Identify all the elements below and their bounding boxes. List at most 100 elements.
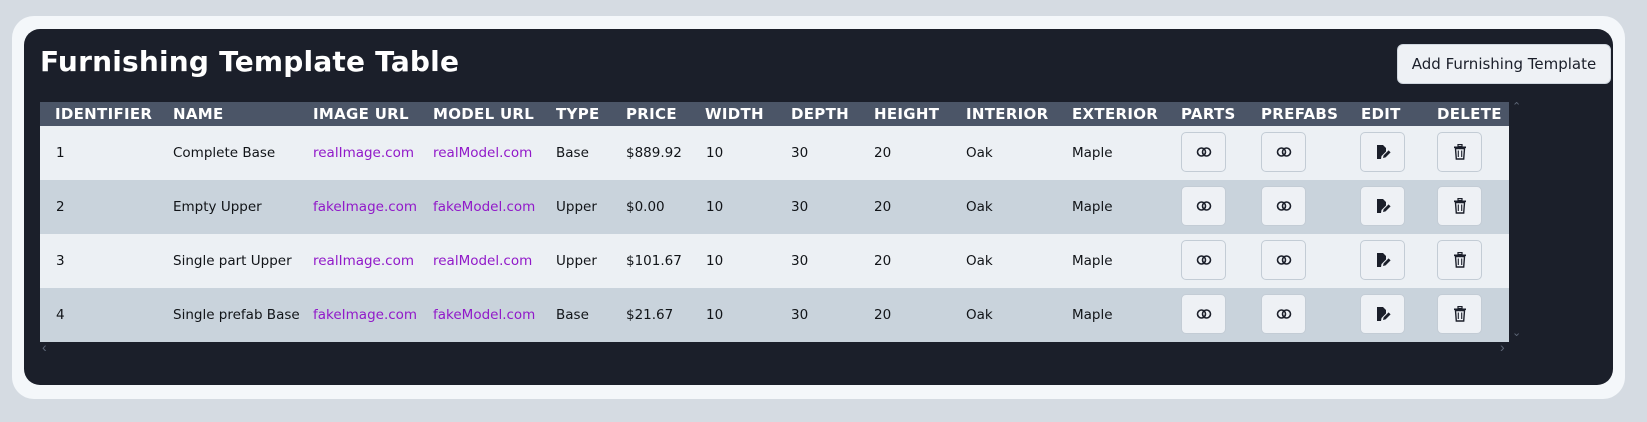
cell-type: Base <box>556 145 589 161</box>
delete-button[interactable] <box>1437 240 1482 280</box>
cell-identifier: 3 <box>56 253 65 269</box>
cell-height: 20 <box>874 253 892 269</box>
page-frame: Furnishing Template Table Add Furnishing… <box>12 16 1625 399</box>
furnishing-template-table: IDENTIFIER NAME IMAGE URL MODEL URL TYPE… <box>40 102 1509 342</box>
prefabs-button[interactable] <box>1261 132 1306 172</box>
column-header-depth[interactable]: DEPTH <box>791 105 849 123</box>
edit-button[interactable] <box>1360 240 1405 280</box>
cell-width: 10 <box>706 253 724 269</box>
cell-image-url-link[interactable]: fakeImage.com <box>313 307 418 323</box>
cell-interior: Oak <box>966 145 993 161</box>
parts-button[interactable] <box>1181 294 1226 334</box>
cell-width: 10 <box>706 145 724 161</box>
edit-icon <box>1375 198 1391 214</box>
cell-depth: 30 <box>791 253 809 269</box>
parts-button[interactable] <box>1181 240 1226 280</box>
column-header-prefabs[interactable]: PREFABS <box>1261 105 1339 123</box>
table-row: 1 Complete Base realImage.com realModel.… <box>40 126 1509 180</box>
cell-type: Base <box>556 307 589 323</box>
cell-exterior: Maple <box>1072 145 1113 161</box>
cell-image-url-link[interactable]: realImage.com <box>313 145 414 161</box>
table-row: 2 Empty Upper fakeImage.com fakeModel.co… <box>40 180 1509 234</box>
edit-icon <box>1375 252 1391 268</box>
scroll-down-icon[interactable]: ⌄ <box>1512 327 1522 339</box>
table-row: 4 Single prefab Base fakeImage.com fakeM… <box>40 288 1509 342</box>
prefabs-button[interactable] <box>1261 240 1306 280</box>
column-header-exterior[interactable]: EXTERIOR <box>1072 105 1159 123</box>
cell-name: Complete Base <box>173 145 276 161</box>
cell-height: 20 <box>874 145 892 161</box>
link-icon <box>1276 308 1292 320</box>
prefabs-button[interactable] <box>1261 186 1306 226</box>
cell-identifier: 2 <box>56 199 65 215</box>
column-header-model-url[interactable]: MODEL URL <box>433 105 535 123</box>
cell-price: $889.92 <box>626 145 682 161</box>
delete-button[interactable] <box>1437 132 1482 172</box>
scroll-right-icon[interactable]: › <box>1500 339 1505 355</box>
cell-height: 20 <box>874 199 892 215</box>
cell-price: $101.67 <box>626 253 682 269</box>
delete-button[interactable] <box>1437 186 1482 226</box>
link-icon <box>1276 254 1292 266</box>
edit-button[interactable] <box>1360 294 1405 334</box>
cell-name: Single part Upper <box>173 253 292 269</box>
trash-icon <box>1453 144 1467 160</box>
parts-button[interactable] <box>1181 186 1226 226</box>
column-header-type[interactable]: TYPE <box>556 105 600 123</box>
cell-identifier: 4 <box>56 307 65 323</box>
cell-width: 10 <box>706 199 724 215</box>
column-header-image-url[interactable]: IMAGE URL <box>313 105 409 123</box>
cell-depth: 30 <box>791 307 809 323</box>
trash-icon <box>1453 252 1467 268</box>
cell-depth: 30 <box>791 199 809 215</box>
column-header-name[interactable]: NAME <box>173 105 224 123</box>
cell-interior: Oak <box>966 199 993 215</box>
link-icon <box>1276 200 1292 212</box>
prefabs-button[interactable] <box>1261 294 1306 334</box>
table-header: IDENTIFIER NAME IMAGE URL MODEL URL TYPE… <box>40 102 1509 126</box>
cell-name: Empty Upper <box>173 199 262 215</box>
cell-exterior: Maple <box>1072 307 1113 323</box>
cell-type: Upper <box>556 253 597 269</box>
cell-image-url-link[interactable]: fakeImage.com <box>313 199 418 215</box>
cell-model-url-link[interactable]: fakeModel.com <box>433 199 536 215</box>
cell-height: 20 <box>874 307 892 323</box>
horizontal-scrollbar[interactable]: ‹ › <box>40 339 1509 356</box>
link-icon <box>1196 308 1212 320</box>
scroll-up-icon[interactable]: ⌃ <box>1512 101 1522 113</box>
parts-button[interactable] <box>1181 132 1226 172</box>
edit-icon <box>1375 144 1391 160</box>
table-row: 3 Single part Upper realImage.com realMo… <box>40 234 1509 288</box>
cell-model-url-link[interactable]: realModel.com <box>433 145 533 161</box>
page-title: Furnishing Template Table <box>40 45 460 78</box>
column-header-price[interactable]: PRICE <box>626 105 677 123</box>
edit-button[interactable] <box>1360 186 1405 226</box>
column-header-width[interactable]: WIDTH <box>705 105 764 123</box>
add-furnishing-template-button[interactable]: Add Furnishing Template <box>1397 44 1611 84</box>
column-header-delete[interactable]: DELETE <box>1437 105 1502 123</box>
table-panel: Furnishing Template Table Add Furnishing… <box>24 29 1613 385</box>
trash-icon <box>1453 198 1467 214</box>
cell-model-url-link[interactable]: fakeModel.com <box>433 307 536 323</box>
cell-exterior: Maple <box>1072 253 1113 269</box>
cell-width: 10 <box>706 307 724 323</box>
column-header-identifier[interactable]: IDENTIFIER <box>55 105 153 123</box>
link-icon <box>1276 146 1292 158</box>
scroll-left-icon[interactable]: ‹ <box>42 339 47 355</box>
cell-exterior: Maple <box>1072 199 1113 215</box>
cell-price: $21.67 <box>626 307 674 323</box>
vertical-scrollbar[interactable]: ⌃ ⌄ <box>1511 102 1525 342</box>
column-header-interior[interactable]: INTERIOR <box>966 105 1049 123</box>
delete-button[interactable] <box>1437 294 1482 334</box>
trash-icon <box>1453 306 1467 322</box>
edit-icon <box>1375 306 1391 322</box>
link-icon <box>1196 200 1212 212</box>
cell-model-url-link[interactable]: realModel.com <box>433 253 533 269</box>
cell-name: Single prefab Base <box>173 307 300 323</box>
cell-image-url-link[interactable]: realImage.com <box>313 253 414 269</box>
column-header-height[interactable]: HEIGHT <box>874 105 940 123</box>
column-header-parts[interactable]: PARTS <box>1181 105 1236 123</box>
edit-button[interactable] <box>1360 132 1405 172</box>
cell-interior: Oak <box>966 307 993 323</box>
column-header-edit[interactable]: EDIT <box>1361 105 1401 123</box>
